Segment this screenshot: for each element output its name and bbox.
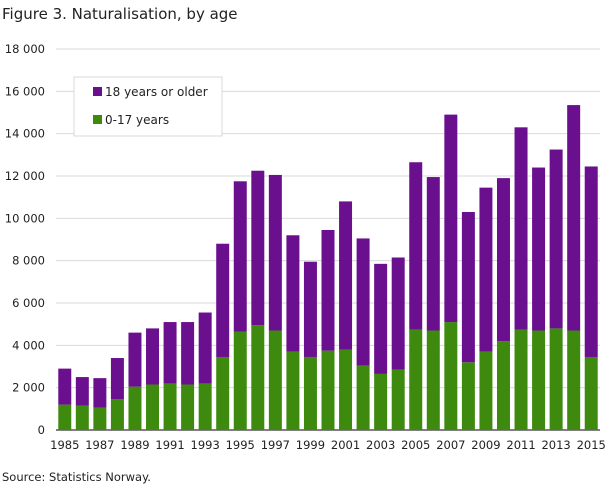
y-tick-label: 10 000	[5, 211, 45, 225]
bar-18-years-or-older	[303, 261, 317, 357]
bar-0-17-years	[268, 330, 282, 430]
bar-18-years-or-older	[356, 238, 370, 366]
bar-18-years-or-older	[549, 149, 563, 329]
x-tick-label: 2003	[366, 438, 395, 452]
bar-18-years-or-older	[268, 174, 282, 331]
bar-18-years-or-older	[251, 170, 265, 326]
chart-title: Figure 3. Naturalisation, by age	[2, 5, 238, 23]
bar-0-17-years	[461, 362, 475, 430]
bar-18-years-or-older	[233, 181, 247, 332]
bar-0-17-years	[339, 349, 353, 430]
bar-0-17-years	[286, 351, 300, 430]
legend-box	[73, 76, 223, 137]
bar-18-years-or-older	[128, 332, 142, 387]
bar-0-17-years	[496, 341, 510, 430]
bar-18-years-or-older	[75, 377, 89, 406]
x-tick-label: 2015	[577, 438, 606, 452]
bar-0-17-years	[163, 383, 177, 430]
y-tick-label: 0	[38, 423, 45, 437]
bar-18-years-or-older	[567, 105, 581, 331]
bar-18-years-or-older	[163, 322, 177, 384]
x-tick-label: 1991	[155, 438, 184, 452]
bar-0-17-years	[567, 330, 581, 430]
chart-source: Source: Statistics Norway.	[2, 470, 151, 484]
bar-18-years-or-older	[198, 312, 212, 384]
bar-0-17-years	[75, 405, 89, 430]
bar-0-17-years	[321, 350, 335, 430]
bar-18-years-or-older	[93, 378, 107, 408]
legend-swatch	[93, 87, 102, 96]
bar-18-years-or-older	[391, 257, 405, 370]
bar-18-years-or-older	[514, 127, 528, 330]
x-tick-label: 2009	[471, 438, 500, 452]
bar-0-17-years	[549, 328, 563, 430]
bar-18-years-or-older	[216, 243, 230, 357]
bar-18-years-or-older	[426, 177, 440, 331]
y-tick-label: 6 000	[12, 296, 45, 310]
bar-0-17-years	[391, 369, 405, 430]
y-tick-label: 14 000	[5, 127, 45, 141]
bar-18-years-or-older	[461, 211, 475, 363]
bar-0-17-years	[374, 373, 388, 430]
legend-label: 18 years or older	[105, 85, 208, 99]
bar-0-17-years	[58, 404, 72, 430]
y-tick-label: 2 000	[12, 381, 45, 395]
x-tick-label: 2011	[506, 438, 535, 452]
bar-0-17-years	[409, 329, 423, 430]
bar-18-years-or-older	[181, 322, 195, 385]
bar-0-17-years	[128, 386, 142, 430]
bar-18-years-or-older	[584, 166, 598, 357]
bar-18-years-or-older	[146, 328, 160, 385]
x-tick-label: 2013	[541, 438, 570, 452]
bar-18-years-or-older	[374, 263, 388, 374]
x-tick-label: 1989	[120, 438, 149, 452]
bar-0-17-years	[233, 331, 247, 430]
bar-18-years-or-older	[479, 187, 493, 352]
x-tick-label: 1985	[50, 438, 79, 452]
x-tick-label: 2005	[401, 438, 430, 452]
y-tick-label: 8 000	[12, 254, 45, 268]
legend-label: 0-17 years	[105, 113, 169, 127]
x-tick-label: 2001	[331, 438, 360, 452]
x-tick-label: 1993	[191, 438, 220, 452]
bar-0-17-years	[303, 356, 317, 430]
bar-0-17-years	[514, 329, 528, 430]
bar-18-years-or-older	[409, 162, 423, 330]
y-tick-label: 16 000	[5, 84, 45, 98]
bar-0-17-years	[426, 330, 440, 430]
bar-18-years-or-older	[444, 114, 458, 323]
bar-0-17-years	[532, 330, 546, 430]
bar-0-17-years	[93, 407, 107, 430]
bar-0-17-years	[251, 325, 265, 430]
x-tick-label: 2007	[436, 438, 465, 452]
y-tick-label: 4 000	[12, 338, 45, 352]
bar-0-17-years	[146, 384, 160, 430]
bar-18-years-or-older	[339, 201, 353, 350]
x-tick-label: 1999	[296, 438, 325, 452]
bar-0-17-years	[110, 399, 124, 430]
bar-18-years-or-older	[532, 167, 546, 331]
bar-0-17-years	[198, 383, 212, 430]
bar-0-17-years	[584, 356, 598, 430]
x-tick-label: 1987	[85, 438, 114, 452]
bar-18-years-or-older	[58, 368, 72, 405]
legend-swatch	[93, 115, 102, 124]
bar-0-17-years	[444, 322, 458, 430]
bar-0-17-years	[216, 356, 230, 430]
y-tick-label: 18 000	[5, 42, 45, 56]
bar-18-years-or-older	[496, 178, 510, 342]
y-tick-label: 12 000	[5, 169, 45, 183]
x-tick-label: 1995	[226, 438, 255, 452]
bar-18-years-or-older	[286, 235, 300, 352]
x-tick-label: 1997	[261, 438, 290, 452]
bar-0-17-years	[356, 365, 370, 430]
bar-0-17-years	[479, 351, 493, 430]
bar-18-years-or-older	[321, 229, 335, 351]
bar-0-17-years	[181, 384, 195, 430]
bar-18-years-or-older	[110, 358, 124, 400]
